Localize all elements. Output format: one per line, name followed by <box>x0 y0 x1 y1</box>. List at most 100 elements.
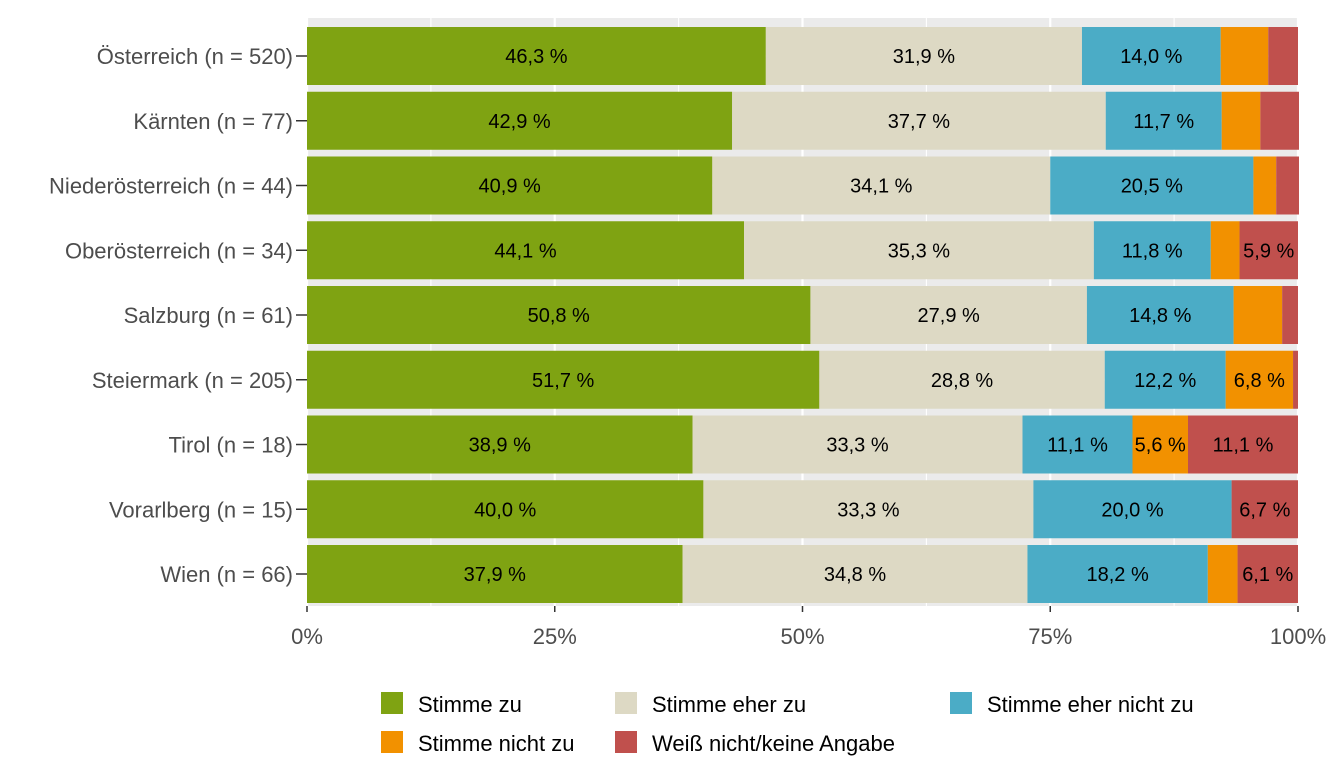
bar-value-label: 34,8 % <box>824 564 886 586</box>
category-label: Niederösterreich (n = 44) <box>49 174 293 199</box>
bar-segment <box>1231 480 1298 539</box>
bar-segment <box>1293 350 1298 409</box>
bar-value-label: 37,7 % <box>888 111 950 133</box>
bar-value-label: 46,3 % <box>505 46 567 68</box>
category-label: Kärnten (n = 77) <box>133 109 293 134</box>
bar-value-label: 51,7 % <box>532 370 594 392</box>
x-tick-label: 0% <box>291 624 323 649</box>
bar-value-label: 6,7 % <box>1239 499 1290 521</box>
bar-segment <box>1220 27 1269 85</box>
bar-value-label: 33,3 % <box>837 499 899 521</box>
bar-segment <box>1260 91 1299 150</box>
category-label: Österreich (n = 520) <box>97 44 293 69</box>
x-tick-label: 75% <box>1028 624 1072 649</box>
bar-segment <box>307 350 820 409</box>
bar-segment <box>1282 286 1298 344</box>
bar-value-label: 31,9 % <box>893 46 955 68</box>
bar-value-label: 35,3 % <box>888 240 950 262</box>
bar-value-label: 50,8 % <box>528 305 590 327</box>
category-label: Wien (n = 66) <box>160 562 293 587</box>
legend-label: Stimme eher zu <box>652 692 806 717</box>
bar-segment <box>307 480 704 539</box>
bar-segment <box>1225 350 1294 409</box>
bar-segment <box>307 91 733 150</box>
x-tick-label: 25% <box>533 624 577 649</box>
bar-value-label: 27,9 % <box>918 305 980 327</box>
bar-segment <box>1132 415 1188 474</box>
bar-segment <box>682 545 1028 603</box>
bar-value-label: 37,9 % <box>464 564 526 586</box>
category-label: Oberösterreich (n = 34) <box>65 238 293 263</box>
bar-value-label: 14,0 % <box>1120 46 1182 68</box>
legend-label: Stimme eher nicht zu <box>987 692 1194 717</box>
bar-segment <box>1187 415 1298 474</box>
bar-value-label: 14,8 % <box>1129 305 1191 327</box>
axes: Österreich (n = 520) Kärnten (n = 77) Nied… <box>49 44 1326 649</box>
bar-segment <box>692 415 1023 474</box>
bar-value-label: 28,8 % <box>931 370 993 392</box>
legend-key <box>615 731 637 753</box>
legend: Stimme zu Stimme eher zu Stimme eher nicht… <box>381 692 1194 756</box>
bar-value-label: 33,3 % <box>826 435 888 457</box>
bar-labels: 46,3 % 31,9 % 14,0 % 42,9 % 37,7 % 11,7 % 40,9… <box>464 46 1295 586</box>
bar-segment <box>307 27 766 85</box>
bar-value-label: 6,1 % <box>1242 564 1293 586</box>
bar-segment <box>1276 156 1299 215</box>
bar-segment <box>1081 27 1221 85</box>
bar-segment <box>1253 156 1277 215</box>
legend-key <box>381 692 403 714</box>
legend-label: Stimme nicht zu <box>418 731 575 756</box>
bar-segment <box>1093 221 1211 280</box>
bar-segment <box>307 156 713 215</box>
bar-value-label: 34,1 % <box>850 176 912 198</box>
bar-segment <box>307 221 745 280</box>
bar-segment <box>1237 545 1298 603</box>
bar-segment <box>810 286 1087 344</box>
category-label: Steiermark (n = 205) <box>92 368 293 393</box>
bar-segment <box>1027 545 1208 603</box>
bar-segment <box>307 415 693 474</box>
bar-segment <box>744 221 1094 280</box>
bar-segment <box>1239 221 1298 280</box>
x-tick-label: 50% <box>780 624 824 649</box>
bar-value-label: 20,0 % <box>1101 499 1163 521</box>
bar-segment <box>307 545 683 603</box>
bar-segment <box>1207 545 1238 603</box>
bars <box>307 27 1299 603</box>
bar-segment <box>1268 27 1298 85</box>
bar-segment <box>732 91 1106 150</box>
bar-segment <box>1210 221 1240 280</box>
category-label: Salzburg (n = 61) <box>124 303 293 328</box>
bar-segment <box>307 286 811 344</box>
bar-segment <box>712 156 1051 215</box>
bar-segment <box>819 350 1105 409</box>
bar-segment <box>1050 156 1254 215</box>
bar-value-label: 11,8 % <box>1122 240 1183 262</box>
bar-segment <box>1086 286 1234 344</box>
bar-value-label: 11,1 % <box>1213 435 1274 457</box>
bar-value-label: 11,7 % <box>1133 111 1194 133</box>
bar-value-label: 40,9 % <box>479 176 541 198</box>
bar-value-label: 18,2 % <box>1087 564 1149 586</box>
bar-segment <box>1105 91 1222 150</box>
category-label: Vorarlberg (n = 15) <box>109 497 293 522</box>
bar-value-label: 11,1 % <box>1047 435 1108 457</box>
bar-value-label: 6,8 % <box>1234 370 1285 392</box>
legend-key <box>615 692 637 714</box>
x-tick-label: 100% <box>1270 624 1326 649</box>
bar-value-label: 12,2 % <box>1134 370 1196 392</box>
bar-value-label: 40,0 % <box>474 499 536 521</box>
bar-segment <box>765 27 1082 85</box>
bar-value-label: 44,1 % <box>494 240 556 262</box>
bar-segment <box>1233 286 1283 344</box>
legend-key <box>950 692 972 714</box>
legend-key <box>381 731 403 753</box>
category-label: Tirol (n = 18) <box>168 433 293 458</box>
bar-segment <box>1022 415 1133 474</box>
bar-segment <box>1033 480 1232 539</box>
bar-value-label: 5,6 % <box>1135 435 1186 457</box>
bar-segment <box>1221 91 1261 150</box>
bar-value-label: 42,9 % <box>488 111 550 133</box>
